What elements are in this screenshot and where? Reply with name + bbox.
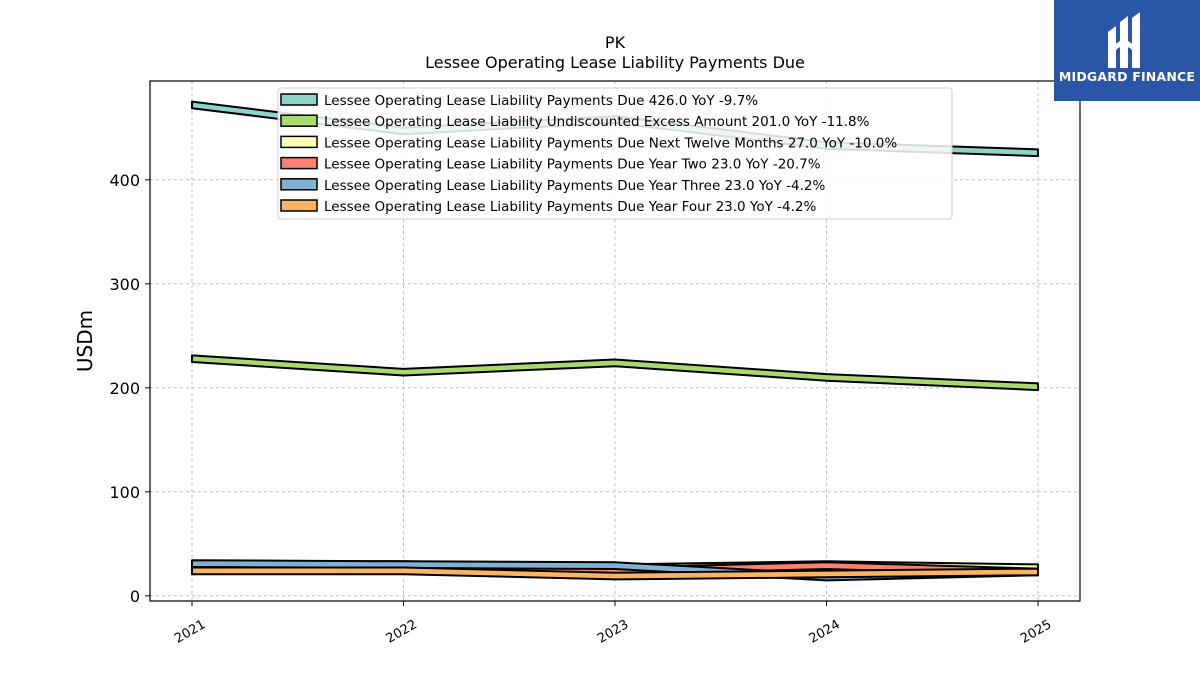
y-tick-label: 400 <box>109 171 140 190</box>
legend: Lessee Operating Lease Liability Payment… <box>277 87 953 220</box>
series-area-6 <box>191 566 1039 581</box>
y-axis-label: USDm <box>73 310 97 372</box>
brand-logo: MIDGARD FINANCE <box>1054 0 1200 101</box>
legend-swatch <box>280 156 318 170</box>
y-tick-label: 300 <box>109 275 140 294</box>
legend-entry-label: Lessee Operating Lease Liability Payment… <box>324 178 826 194</box>
legend-swatch <box>280 178 318 191</box>
chart-title: PK <box>605 33 626 52</box>
series-area-2 <box>191 354 1039 392</box>
x-tick-label: 2022 <box>384 617 420 647</box>
legend-entry-label: Lessee Operating Lease Liability Payment… <box>324 157 821 173</box>
y-tick-label: 0 <box>130 587 140 606</box>
legend-entry-label: Lessee Operating Lease Liability Payment… <box>324 135 897 151</box>
legend-entry-label: Lessee Operating Lease Liability Payment… <box>324 93 758 109</box>
x-tick-label: 2021 <box>172 617 208 647</box>
legend-entry-label: Lessee Operating Lease Liability Payment… <box>324 199 817 215</box>
x-tick-label: 2024 <box>807 617 843 647</box>
logo-text: MIDGARD FINANCE <box>1058 69 1196 84</box>
y-tick-label: 200 <box>109 379 140 398</box>
legend-swatch <box>280 135 318 149</box>
y-tick-label: 100 <box>109 483 140 502</box>
x-tick-label: 2025 <box>1018 617 1054 647</box>
legend-swatch <box>280 114 318 127</box>
legend-swatch <box>280 93 318 106</box>
chart-subtitle: Lessee Operating Lease Liability Payment… <box>425 53 805 72</box>
x-tick-label: 2023 <box>595 617 631 647</box>
legend-entry-label: Lessee Operating Lease Liability Undisco… <box>324 114 870 130</box>
legend-swatch <box>280 199 318 212</box>
legend-box <box>277 87 953 220</box>
logo-mark-icon <box>1108 12 1140 68</box>
